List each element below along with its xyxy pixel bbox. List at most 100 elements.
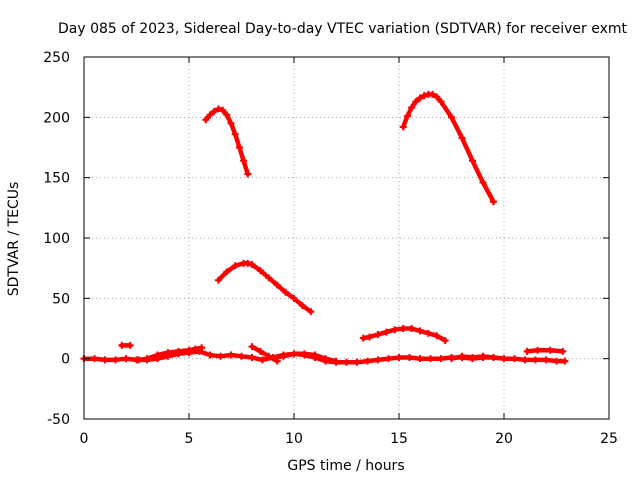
data-series — [80, 90, 569, 366]
data-point — [273, 281, 281, 289]
grid — [84, 57, 609, 419]
axis-ticks — [83, 56, 610, 420]
x-tick-label: 10 — [285, 431, 303, 447]
data-point — [282, 288, 290, 296]
data-point — [244, 170, 252, 178]
data-point — [420, 92, 428, 100]
data-point — [469, 353, 476, 361]
data-point — [534, 346, 542, 354]
y-tick-label: 50 — [52, 291, 70, 307]
data-point — [399, 325, 407, 332]
data-point — [441, 337, 449, 345]
data-point — [175, 347, 182, 355]
data-point — [214, 105, 222, 113]
data-point — [298, 302, 306, 310]
data-point — [385, 355, 392, 363]
y-tick-labels: -50 0 50 100 150 200 250 — [43, 50, 70, 428]
data-point — [231, 130, 239, 138]
y-axis-label: SDTVAR / TECUs — [6, 182, 22, 297]
data-point — [374, 356, 382, 364]
x-axis-label: GPS time / hours — [287, 458, 404, 474]
data-point — [395, 353, 403, 361]
data-point — [210, 107, 218, 115]
data-point — [223, 111, 231, 119]
data-point — [546, 346, 554, 354]
data-point — [521, 356, 529, 364]
data-point — [437, 355, 445, 363]
data-point — [206, 351, 214, 359]
y-tick-label: 200 — [43, 110, 70, 126]
data-point — [122, 355, 130, 363]
data-point — [101, 356, 109, 364]
data-point — [448, 113, 455, 121]
chart-title: Day 085 of 2023, Sidereal Day-to-day VTE… — [58, 21, 628, 37]
series-arc-3 — [216, 261, 314, 314]
data-point — [448, 355, 455, 363]
data-point — [359, 334, 367, 342]
data-point — [248, 353, 256, 361]
data-point — [416, 327, 424, 335]
data-point — [256, 347, 264, 355]
data-point — [332, 357, 340, 365]
data-point — [479, 178, 487, 186]
x-tick-label: 20 — [495, 431, 513, 447]
data-point — [154, 351, 161, 359]
data-point — [408, 104, 416, 112]
y-tick-label: 250 — [43, 50, 70, 66]
data-point — [126, 341, 134, 349]
data-point — [290, 294, 298, 302]
data-point — [403, 112, 411, 120]
data-point — [307, 308, 315, 316]
data-point — [280, 352, 287, 360]
x-tick-labels: 0 5 10 15 20 25 — [80, 431, 618, 447]
data-point — [424, 329, 432, 337]
data-point — [391, 326, 399, 334]
data-point — [382, 328, 390, 336]
data-point — [364, 357, 371, 365]
data-point — [542, 356, 550, 364]
y-tick-label: 0 — [61, 352, 70, 368]
y-tick-label: 150 — [43, 171, 70, 187]
data-point — [256, 267, 264, 275]
data-point — [429, 90, 437, 98]
data-point — [366, 333, 374, 341]
data-point — [343, 358, 350, 366]
data-point — [219, 106, 227, 114]
data-point — [202, 116, 210, 124]
data-point — [490, 353, 497, 361]
data-point — [479, 352, 487, 360]
data-point — [416, 355, 424, 363]
data-point — [91, 355, 98, 363]
data-point — [353, 358, 361, 366]
data-point — [217, 352, 224, 360]
data-point — [235, 144, 243, 151]
data-point — [164, 349, 172, 357]
x-tick-label: 25 — [600, 431, 618, 447]
data-point — [437, 98, 445, 106]
data-point — [523, 347, 531, 355]
data-point — [408, 325, 416, 332]
data-point — [433, 93, 441, 101]
data-point — [248, 261, 256, 269]
series-arc-7 — [524, 347, 566, 354]
data-point — [374, 331, 382, 339]
data-point — [265, 274, 273, 282]
data-point — [143, 355, 151, 363]
data-point — [248, 343, 256, 351]
data-point — [118, 341, 126, 349]
data-point — [412, 98, 420, 106]
data-point — [198, 344, 206, 352]
data-point — [559, 347, 567, 355]
y-tick-label: -50 — [47, 412, 70, 428]
data-point — [458, 134, 466, 142]
data-point — [227, 351, 235, 359]
data-point — [458, 352, 466, 360]
data-point — [185, 346, 193, 354]
y-tick-label: 100 — [43, 231, 70, 247]
data-point — [322, 355, 329, 363]
data-point — [406, 353, 413, 361]
data-point — [416, 94, 424, 102]
data-point — [399, 123, 407, 131]
data-point — [561, 357, 569, 365]
